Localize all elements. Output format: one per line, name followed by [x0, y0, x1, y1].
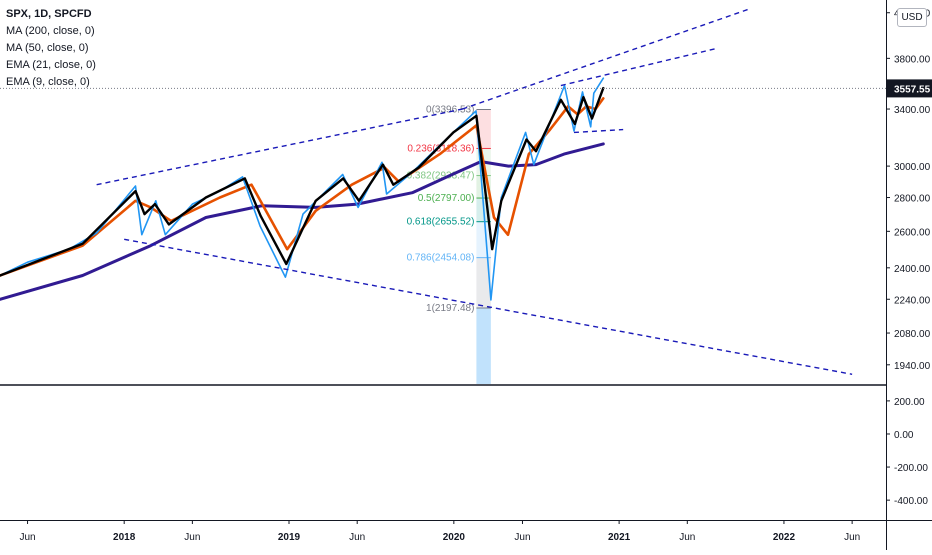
- fib-level-label: 0(3396.53): [426, 105, 474, 116]
- price-tick-label: 2600.00: [894, 227, 931, 238]
- osc-tick-label: -200.00: [894, 463, 928, 474]
- currency-badge[interactable]: USD: [897, 8, 927, 27]
- osc-tick-label: 200.00: [894, 397, 925, 408]
- trendline[interactable]: [124, 238, 853, 375]
- last-price-label: 3557.55: [894, 84, 931, 95]
- osc-tick-label: -400.00: [894, 496, 928, 507]
- legend-symbol: SPX, 1D, SPCFD: [6, 8, 92, 20]
- fib-level-label: 0.618(2655.52): [407, 217, 475, 228]
- price-tick-label: 2240.00: [894, 295, 931, 306]
- time-tick-label: 2018: [113, 532, 136, 543]
- price-tick-label: 3400.00: [894, 105, 931, 116]
- price-tick-label: 2400.00: [894, 264, 931, 275]
- fib-level-label: 0.382(2938.47): [407, 171, 475, 182]
- last-price-badge: [887, 79, 932, 98]
- fib-range-highlight: [476, 307, 491, 384]
- price-tick-label: 3800.00: [894, 54, 931, 65]
- legend-ema9[interactable]: EMA (9, close, 0): [6, 76, 90, 88]
- time-tick-label: Jun: [349, 532, 365, 543]
- ema9-line[interactable]: [0, 86, 605, 277]
- time-tick-label: 2022: [773, 532, 796, 543]
- time-tick-label: 2019: [278, 532, 301, 543]
- ma200-line[interactable]: [0, 142, 605, 301]
- fib-level-label: 0.236(3118.36): [407, 143, 474, 154]
- fib-level-label: 1(2197.48): [426, 303, 474, 314]
- osc-tick-label: 0.00: [894, 430, 914, 441]
- time-tick-label: Jun: [19, 532, 35, 543]
- price-tick-label: 2080.00: [894, 329, 931, 340]
- time-tick-label: Jun: [844, 532, 860, 543]
- legend-ma200[interactable]: MA (200, close, 0): [6, 25, 95, 37]
- time-tick-label: 2020: [443, 532, 466, 543]
- time-tick-label: Jun: [184, 532, 200, 543]
- time-tick-label: 2021: [608, 532, 631, 543]
- time-tick-label: Jun: [514, 532, 530, 543]
- price-tick-label: 1940.00: [894, 361, 931, 372]
- chart-legend: SPX, 1D, SPCFD MA (200, close, 0) MA (50…: [6, 6, 96, 91]
- fib-level-label: 0.5(2797.00): [418, 193, 475, 204]
- fib-level-label: 0.786(2454.08): [407, 253, 475, 264]
- legend-ema21[interactable]: EMA (21, close, 0): [6, 59, 96, 71]
- price-tick-label: 2800.00: [894, 194, 931, 205]
- legend-ma50[interactable]: MA (50, close, 0): [6, 42, 89, 54]
- fib-band: [476, 257, 491, 308]
- trendline[interactable]: [462, 7, 752, 110]
- price-tick-label: 3000.00: [894, 162, 931, 173]
- time-tick-label: Jun: [679, 532, 695, 543]
